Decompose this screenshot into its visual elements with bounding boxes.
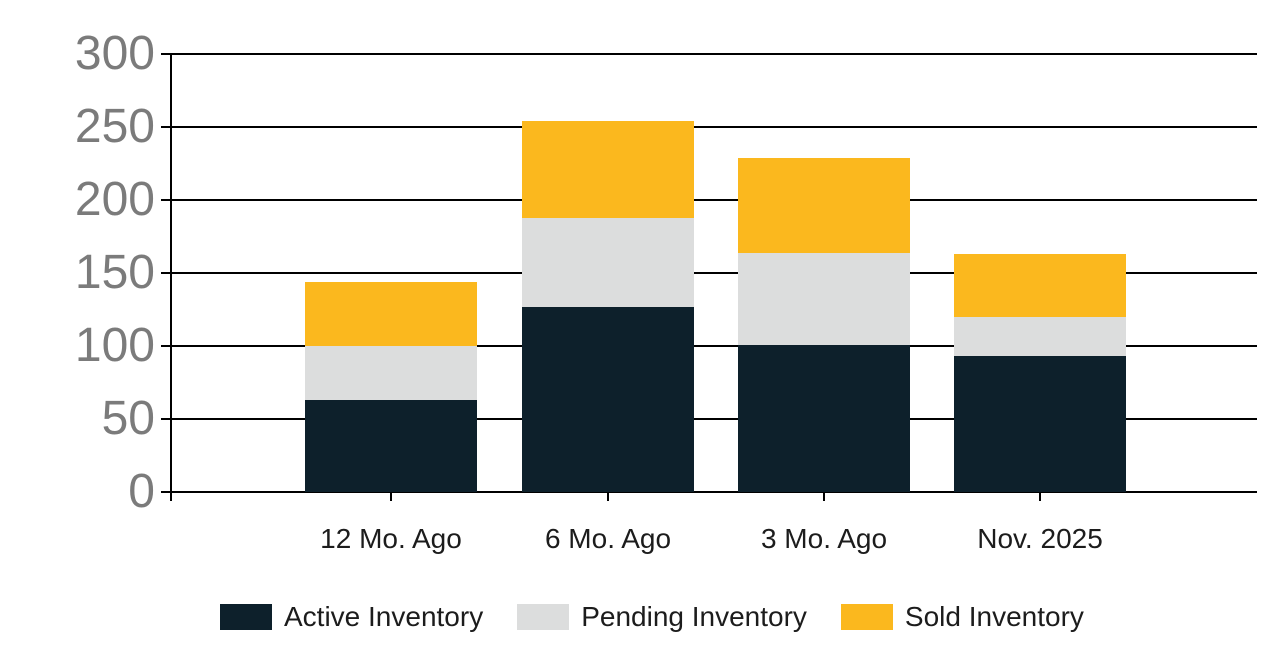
bar-segment-active-inventory	[522, 306, 694, 492]
x-axis-tick	[390, 492, 392, 501]
bar-segment-active-inventory	[305, 400, 477, 492]
bar-segment-active-inventory	[954, 356, 1126, 492]
y-axis-tick	[161, 491, 170, 493]
y-axis-label-150: 150	[74, 246, 155, 299]
bar-3-mo-ago	[738, 157, 910, 492]
legend-label-pending-inventory: Pending Inventory	[581, 601, 807, 632]
x-axis-tick	[1039, 492, 1041, 501]
y-axis-tick	[161, 126, 170, 128]
y-axis-tick	[161, 199, 170, 201]
bar-segment-active-inventory	[738, 344, 910, 492]
gridline-100	[170, 345, 1257, 347]
chart-legend: Active Inventory Pending Inventory Sold In…	[220, 601, 1084, 633]
x-axis-label-12-mo-ago: 12 Mo. Ago	[320, 523, 462, 554]
legend-swatch-active-inventory	[220, 604, 272, 630]
x-axis-label-nov-2025: Nov. 2025	[977, 523, 1103, 554]
legend-label-active-inventory: Active Inventory	[284, 601, 484, 632]
bar-segment-sold-inventory	[738, 157, 910, 253]
y-axis-tick	[161, 53, 170, 55]
y-axis-tick	[161, 345, 170, 347]
bar-segment-pending-inventory	[738, 252, 910, 345]
legend-label-sold-inventory: Sold Inventory	[904, 601, 1084, 632]
gridline-300	[170, 53, 1257, 55]
bar-segment-sold-inventory	[954, 254, 1126, 317]
x-axis-tick	[823, 492, 825, 501]
y-axis-label-250: 250	[74, 100, 155, 153]
bar-segment-pending-inventory	[954, 316, 1126, 357]
legend-item-active-inventory: Active Inventory	[220, 601, 483, 633]
legend-swatch-sold-inventory	[840, 604, 893, 630]
x-axis-tick	[607, 492, 609, 501]
y-axis-label-300: 300	[74, 27, 155, 80]
y-axis-label-0: 0	[128, 465, 155, 518]
legend-swatch-pending-inventory	[517, 604, 570, 630]
bar-segment-pending-inventory	[522, 217, 694, 307]
legend-item-sold-inventory: Sold Inventory	[840, 601, 1084, 633]
y-axis-label-100: 100	[74, 319, 155, 372]
y-axis-line	[170, 54, 172, 501]
bar-segment-pending-inventory	[305, 346, 477, 401]
y-axis-tick	[161, 418, 170, 420]
gridline-250	[170, 126, 1257, 128]
y-axis-tick	[161, 272, 170, 274]
bar-nov-2025	[954, 254, 1126, 492]
gridline-150	[170, 272, 1257, 274]
y-axis-label-200: 200	[74, 173, 155, 226]
bar-6-mo-ago	[522, 121, 694, 492]
bar-segment-sold-inventory	[305, 281, 477, 347]
bar-segment-sold-inventory	[522, 121, 694, 218]
y-axis-label-50: 50	[101, 392, 155, 445]
legend-item-pending-inventory: Pending Inventory	[517, 601, 807, 633]
gridline-0	[170, 491, 1257, 493]
bar-12-mo-ago	[305, 281, 477, 492]
x-axis-label-6-mo-ago: 6 Mo. Ago	[544, 523, 672, 554]
plot-area	[161, 53, 1257, 501]
x-axis-label-3-mo-ago: 3 Mo. Ago	[760, 523, 888, 554]
gridline-50	[170, 418, 1257, 420]
gridline-200	[170, 199, 1257, 201]
